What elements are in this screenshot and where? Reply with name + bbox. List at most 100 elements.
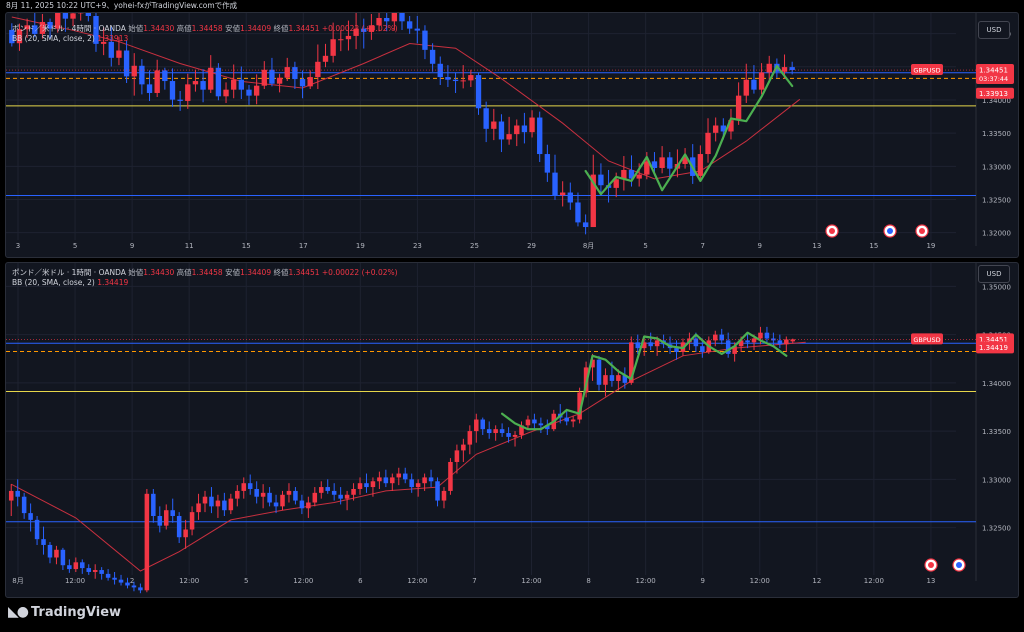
candle-body <box>644 161 650 175</box>
price-tag-value: 1.34451 <box>979 67 1008 75</box>
candle-body <box>697 154 704 176</box>
chart-svg-1h[interactable]: 1.350001.345001.340001.335001.330001.325… <box>6 263 1018 597</box>
candle-body <box>448 461 453 491</box>
candle-body <box>67 565 72 570</box>
chart-pane-1h[interactable]: 1.350001.345001.340001.335001.330001.325… <box>5 262 1019 598</box>
candle-body <box>293 490 298 501</box>
candle-body <box>437 63 443 78</box>
time-tick-label: 11 <box>185 242 194 250</box>
legend-close: 1.34451 <box>288 24 320 33</box>
legend-high: 1.34458 <box>191 24 223 33</box>
candle-body <box>659 157 665 168</box>
grid <box>6 13 956 240</box>
candle-body <box>468 75 474 81</box>
candle-body <box>208 67 214 90</box>
bb-value-tag-label: 1.34419 <box>979 344 1008 352</box>
candle-body <box>200 81 206 90</box>
candle-body <box>483 108 489 129</box>
currency-button[interactable]: USD <box>978 21 1010 39</box>
legend-open: 1.34430 <box>143 268 175 277</box>
time-tick-label: 8月 <box>583 242 594 250</box>
candle-body <box>567 192 573 203</box>
candle-body <box>284 67 290 78</box>
bb-value-tag <box>976 87 1014 99</box>
candle-body <box>169 81 176 100</box>
chart-pane-4h[interactable]: 1.350001.345001.340001.335001.330001.325… <box>5 12 1019 258</box>
candle-body <box>351 488 356 495</box>
time-tick-label: 25 <box>470 242 479 250</box>
time-tick-label: 13 <box>926 577 935 585</box>
candle-body <box>267 492 272 503</box>
candle-body <box>223 89 229 97</box>
candle-body <box>648 342 653 347</box>
legend-indicator[interactable]: BB (20, SMA, close, 2) <box>12 278 95 287</box>
price-tick-label: 1.32500 <box>982 197 1011 205</box>
candle-body <box>319 487 324 493</box>
candle-body <box>537 117 543 155</box>
currency-button[interactable]: USD <box>978 265 1010 283</box>
candle-body <box>461 444 466 451</box>
candle-body <box>406 21 413 29</box>
candle-body <box>241 483 247 491</box>
candle-body <box>598 174 604 186</box>
footer-brand: TradingView <box>30 604 122 620</box>
time-tick-label: 19 <box>356 242 365 250</box>
candle-body <box>353 28 359 36</box>
chart-svg-4h[interactable]: 1.350001.345001.340001.335001.330001.325… <box>6 13 1018 257</box>
candle-body <box>445 77 451 80</box>
candle-body <box>409 479 414 488</box>
candle-body <box>162 70 168 82</box>
candle-body <box>654 340 660 347</box>
candle-body <box>575 202 581 223</box>
legend-symbol: ポンド／米ドル · 4時間 · OANDA <box>12 24 126 33</box>
candle-body <box>758 332 763 339</box>
candle-body <box>260 492 266 497</box>
candle-body <box>712 125 719 133</box>
candle-body <box>474 419 479 432</box>
candle-body <box>622 375 628 383</box>
candle-body <box>8 490 14 501</box>
time-tick-label: 6 <box>358 577 363 585</box>
time-tick-label: 19 <box>926 242 935 250</box>
time-tick-label: 8 <box>586 577 590 585</box>
candle-body <box>525 419 531 426</box>
price-tick-label: 1.33500 <box>982 428 1011 436</box>
time-tick-label: 5 <box>643 242 647 250</box>
candle-body <box>306 502 311 509</box>
candle-body <box>322 55 329 62</box>
candle-body <box>519 425 524 435</box>
economic-event-flag-dot <box>956 562 962 568</box>
candle-body <box>163 510 169 526</box>
candle-body <box>415 483 421 488</box>
legend-indicator[interactable]: BB (20, SMA, close, 2) <box>12 34 95 43</box>
candle-body <box>441 490 447 501</box>
candle-body <box>116 50 122 58</box>
candle-body <box>674 348 679 352</box>
time-tick-label: 7 <box>700 242 704 250</box>
legend-close: 1.34451 <box>288 268 320 277</box>
price-tick-label: 1.34000 <box>982 97 1011 105</box>
candle-body <box>751 338 757 343</box>
candle-body <box>47 544 53 558</box>
candle-body <box>713 334 718 341</box>
candle-body <box>422 477 427 484</box>
candle-body <box>758 72 765 90</box>
candle-body <box>315 61 321 78</box>
candle-body <box>577 392 582 420</box>
tradingview-logo[interactable]: ◣● TradingView <box>8 604 121 620</box>
candle-body <box>228 498 234 511</box>
candle-body <box>636 174 642 179</box>
candle-body <box>667 157 673 169</box>
candle-body <box>15 490 20 497</box>
candle-body <box>189 512 195 530</box>
candle-body <box>24 25 30 30</box>
wave-drawing <box>584 64 794 196</box>
candle-body <box>521 125 528 133</box>
candle-body <box>429 49 436 64</box>
time-tick-label: 9 <box>700 577 704 585</box>
candle-body <box>422 30 428 50</box>
economic-event-flag-dot <box>887 228 893 234</box>
time-tick-label: 9 <box>758 242 762 250</box>
candle-body <box>498 121 505 140</box>
time-tick-label: 15 <box>242 242 251 250</box>
